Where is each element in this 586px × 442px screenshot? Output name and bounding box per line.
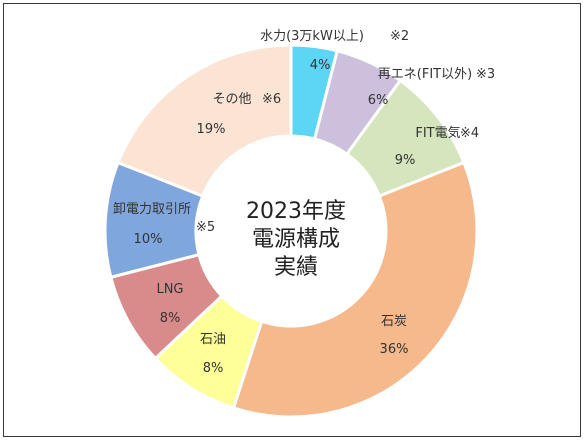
slice-label-7: 卸電力取引所 <box>113 201 191 217</box>
slice-value-3: 9% <box>395 153 416 168</box>
slice-note-1: ※2 <box>390 29 409 44</box>
slice-label-2: 再エネ(FIT以外) <box>378 67 472 82</box>
slice-value-1: 4% <box>310 58 331 73</box>
slice-value-5: 8% <box>203 361 224 376</box>
slice-value-6: 8% <box>160 311 181 326</box>
slice-value-2: 6% <box>368 93 389 108</box>
slice-note-7: ※5 <box>196 220 215 235</box>
slice-label-3: FIT電気 <box>415 125 460 141</box>
slice-note-3: ※4 <box>460 126 479 141</box>
slice-label-4: 石炭 <box>381 314 407 329</box>
center-title-line-1: 2023年度 <box>246 199 346 224</box>
center-title-line-3: 実績 <box>274 255 318 280</box>
slice-8 <box>116 43 293 198</box>
slice-value-4: 36% <box>380 342 409 357</box>
slice-note-2: ※3 <box>476 67 495 82</box>
slice-label-8: その他 <box>212 92 251 107</box>
slice-value-7: 10% <box>134 232 163 247</box>
slice-note-8: ※6 <box>262 92 281 107</box>
slice-4 <box>231 160 479 419</box>
slice-label-5: 石油 <box>200 332 226 347</box>
slice-label-1: 水力(3万kW以上) <box>260 29 364 44</box>
center-title-line-2: 電源構成 <box>252 227 340 252</box>
slice-value-8: 19% <box>197 122 226 137</box>
slice-label-6: LNG <box>156 282 183 297</box>
